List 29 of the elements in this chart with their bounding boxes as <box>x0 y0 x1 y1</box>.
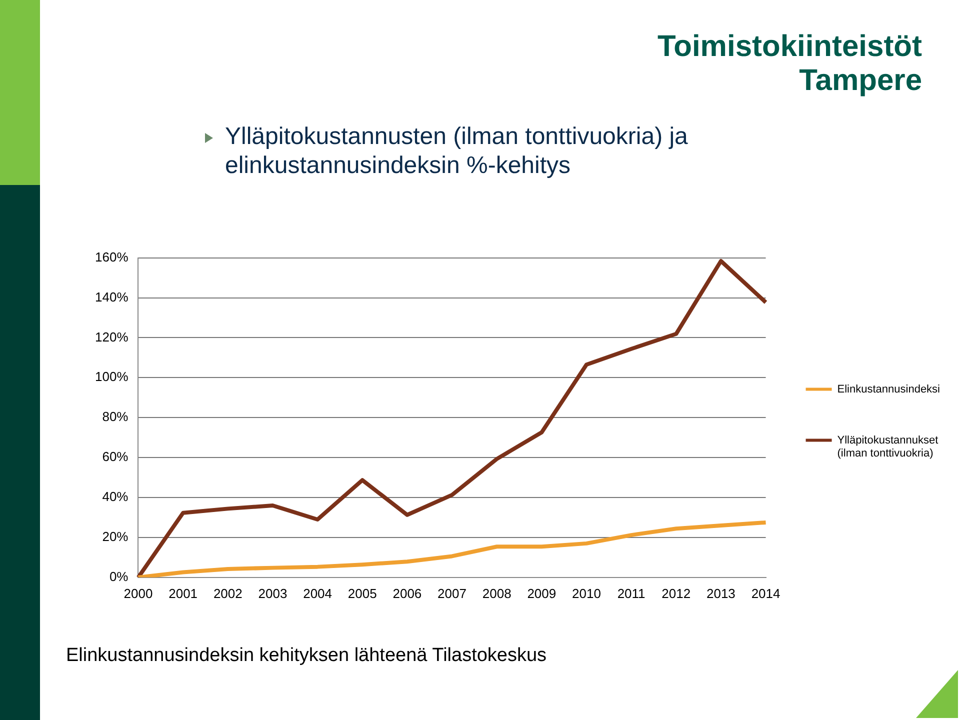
x-tick-label: 2010 <box>572 586 601 601</box>
y-tick-label: 140% <box>95 289 129 304</box>
x-tick-label: 2014 <box>751 586 780 601</box>
x-tick-label: 2000 <box>124 586 153 601</box>
x-tick-label: 2008 <box>482 586 512 601</box>
x-tick-label: 2009 <box>527 586 556 601</box>
text: Elinkustannusindeksin kehityksen lähteenä Tilastokeskus <box>66 645 547 667</box>
x-tick-label: 2005 <box>348 586 377 601</box>
legend-label: Ylläpitokustannukset (ilman tonttivuokria) <box>837 434 938 460</box>
y-tick-label: 120% <box>95 329 129 344</box>
x-tick-label: 2011 <box>617 586 646 601</box>
chart-title: Toimistokiinteistöt Tampere <box>658 30 922 98</box>
x-tick-label: 2007 <box>438 586 466 601</box>
x-tick-label: 2006 <box>392 586 422 601</box>
y-tick-label: 60% <box>102 449 129 464</box>
y-tick-label: 20% <box>102 529 129 544</box>
x-tick-label: 2001 <box>168 586 198 601</box>
chart-subtitle: Ylläpitokustannusten (ilman tonttivuokria) ja elinkustannusindeksin %-kehitys <box>224 122 689 180</box>
y-tick-label: 160% <box>95 249 129 264</box>
x-tick-label: 2013 <box>706 586 736 601</box>
y-tick-label: 100% <box>95 369 129 384</box>
x-tick-label: 2012 <box>662 586 691 601</box>
legend-label: Elinkustannusindeksi <box>837 383 940 396</box>
x-tick-label: 2002 <box>213 586 242 601</box>
x-tick-label: 2003 <box>258 586 288 601</box>
x-tick-label: 2004 <box>303 586 332 601</box>
y-tick-label: 40% <box>102 489 129 504</box>
y-tick-label: 80% <box>102 409 129 424</box>
y-tick-label: 0% <box>109 568 129 584</box>
